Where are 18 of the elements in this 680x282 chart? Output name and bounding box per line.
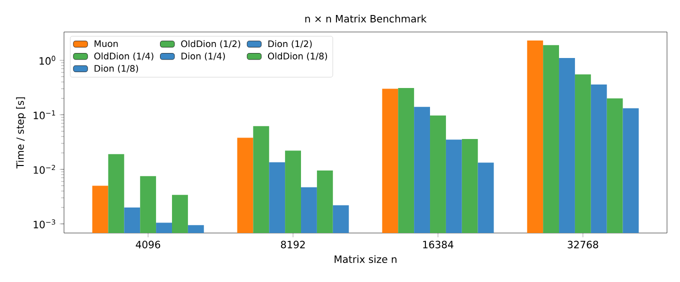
y-tick-label: 10$^{−3}$ <box>34 219 56 228</box>
y-tick-label: 10$^{0}$ <box>40 56 56 65</box>
legend-label: Dion (1/8) <box>94 64 138 73</box>
x-tick-label: 16384 <box>423 240 454 248</box>
legend-label: Muon <box>94 40 118 48</box>
chart-title: n × n Matrix Benchmark <box>305 14 427 22</box>
y-tick-label: 10$^{−2}$ <box>34 164 56 174</box>
x-tick-label: 4096 <box>136 240 160 248</box>
legend-label: OldDion (1/8) <box>268 52 328 61</box>
legend-label: OldDion (1/2) <box>181 40 240 48</box>
x-tick-label: 32768 <box>568 240 598 248</box>
legend-label: OldDion (1/4) <box>94 52 154 61</box>
y-axis-title: Time / step [s] <box>16 97 26 169</box>
x-axis-title: Matrix size n <box>334 255 396 263</box>
y-tick-label: 10$^{−1}$ <box>34 110 56 120</box>
x-tick-label: 8192 <box>280 240 305 248</box>
legend-label: Dion (1/4) <box>182 52 225 61</box>
legend-label: Dion (1/2) <box>268 40 312 48</box>
